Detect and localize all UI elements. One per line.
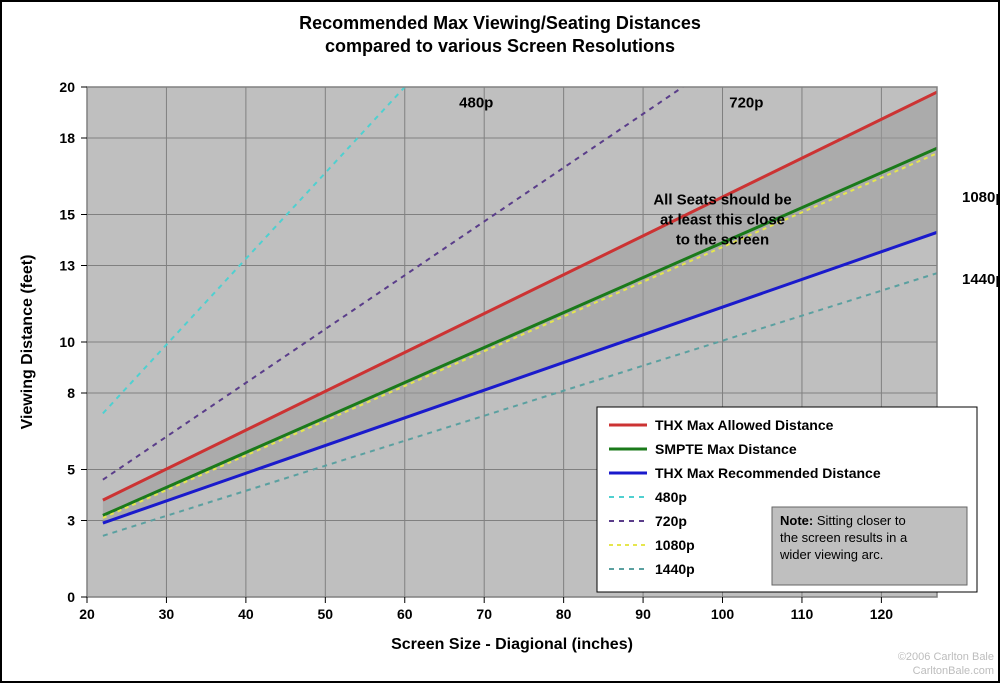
legend-label: THX Max Recommended Distance <box>655 465 881 481</box>
y-tick-label: 18 <box>59 130 75 146</box>
legend-label: 720p <box>655 513 687 529</box>
y-tick-label: 0 <box>67 589 75 605</box>
legend-label: 1440p <box>655 561 695 577</box>
y-tick-label: 10 <box>59 334 75 350</box>
y-tick-label: 13 <box>59 258 75 274</box>
x-tick-label: 40 <box>238 606 254 622</box>
x-tick-label: 80 <box>556 606 572 622</box>
x-tick-label: 60 <box>397 606 413 622</box>
x-tick-label: 100 <box>711 606 735 622</box>
x-tick-label: 120 <box>870 606 894 622</box>
label-480p: 480p <box>459 94 493 111</box>
callout-text: All Seats should be <box>653 191 791 208</box>
legend-label: 1080p <box>655 537 695 553</box>
callout-text: at least this close <box>660 211 785 228</box>
chart-svg: 20 30 40 50 60 70 80 90 100 110 120 0 3 5 8 10 13 15 18 20 S… <box>2 2 998 681</box>
x-tick-label: 110 <box>791 606 814 622</box>
legend-label: THX Max Allowed Distance <box>655 417 834 433</box>
label-1440p: 1440p <box>962 271 998 288</box>
x-axis-label: Screen Size - Diagional (inches) <box>391 636 633 653</box>
y-tick-label: 15 <box>59 207 75 223</box>
title-line-1: Recommended Max Viewing/Seating Distance… <box>299 13 701 33</box>
label-720p: 720p <box>729 94 763 111</box>
chart-container: Recommended Max Viewing/Seating Distance… <box>0 0 1000 683</box>
title-line-2: compared to various Screen Resolutions <box>325 36 675 56</box>
chart-title: Recommended Max Viewing/Seating Distance… <box>2 12 998 57</box>
y-axis-label: Viewing Distance (feet) <box>19 255 36 430</box>
y-tick-label: 5 <box>67 462 75 478</box>
y-tick-label: 20 <box>59 79 75 95</box>
x-tick-label: 90 <box>635 606 651 622</box>
attribution-line2: CarltonBale.com <box>913 665 994 677</box>
x-tick-label: 30 <box>159 606 175 622</box>
legend-label: 480p <box>655 489 687 505</box>
label-1080p: 1080p <box>962 189 998 206</box>
x-tick-label: 50 <box>318 606 334 622</box>
callout-text: to the screen <box>676 231 769 248</box>
y-tick-label: 3 <box>67 513 75 529</box>
legend-label: SMPTE Max Distance <box>655 441 797 457</box>
attribution-line1: ©2006 Carlton Bale <box>898 651 994 663</box>
y-tick-label: 8 <box>67 385 75 401</box>
x-tick-label: 70 <box>476 606 492 622</box>
x-tick-label: 20 <box>79 606 95 622</box>
